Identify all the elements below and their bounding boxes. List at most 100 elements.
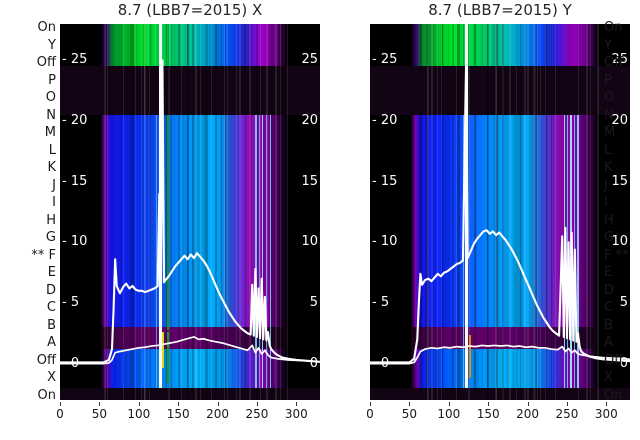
category-label-l-7: L — [48, 142, 56, 158]
category-label-i-10: I — [52, 195, 56, 211]
heatmap-column-stripe — [545, 24, 547, 400]
x-tick-mark — [566, 402, 568, 406]
y-tick-label: - 20 — [62, 113, 88, 129]
heatmap-column-stripe — [527, 24, 529, 400]
heatmap-column-stripe — [199, 24, 201, 400]
category-label-g-12: G — [45, 230, 56, 246]
trace-overlay — [370, 24, 630, 400]
trace-line — [370, 60, 630, 362]
category-label-g-12: G — [604, 230, 615, 246]
heatmap-column-stripe — [204, 24, 208, 400]
category-label-i-10: I — [604, 195, 608, 211]
heatmap-marker-streak — [469, 334, 472, 379]
heatmap-column-stripe — [540, 24, 541, 400]
x-tick-label: 0 — [56, 407, 64, 421]
heatmap-column-stripe — [544, 24, 547, 400]
y-tick-label-mirror: 5 — [309, 294, 318, 310]
y-tick-label-mirror: 0 — [619, 355, 628, 371]
category-label-m-6: M — [604, 125, 616, 141]
heatmap-column-stripe — [282, 24, 284, 400]
heatmap-column-stripe — [132, 24, 134, 400]
category-label-y-1: Y — [48, 37, 56, 53]
x-tick-label: 250 — [555, 407, 579, 421]
heatmap-column-stripe — [284, 24, 286, 400]
heatmap-column-stripe — [225, 24, 226, 400]
x-tick-mark — [488, 402, 490, 406]
heatmap-column-stripe — [586, 24, 589, 400]
panel-x[interactable]: 8.7 (LBB7=2015) X - 0- 5- 10- 15- 20- 25… — [60, 1, 320, 400]
category-label-m-6: M — [44, 125, 56, 141]
heatmap-column-stripe — [589, 24, 591, 400]
x-axis-panel-x: 0 50 100 150 200 250 300 — [56, 402, 320, 440]
heatmap-column-stripe — [148, 24, 151, 400]
heatmap-column-stripe — [192, 24, 194, 400]
heatmap-column-stripe — [502, 24, 505, 400]
category-label-off-2: Off — [604, 55, 624, 71]
category-label-p-3: P — [604, 72, 612, 88]
heatmap-column-stripe — [594, 24, 596, 400]
heatmap-column-stripe — [216, 24, 217, 400]
x-tick-mark — [409, 402, 411, 406]
heatmap-column-stripe — [486, 24, 489, 400]
panel-y-title: 8.7 (LBB7=2015) Y — [428, 1, 572, 19]
heatmap-band-purple-band — [100, 327, 287, 350]
x-tick-label: 150 — [166, 407, 190, 421]
heatmap-green-line — [167, 114, 169, 330]
heatmap-column-stripe — [430, 24, 433, 400]
heatmap-column-stripe — [249, 24, 251, 400]
heatmap-column-stripe — [271, 24, 273, 400]
heatmap-column-stripe — [256, 24, 258, 400]
y-tick-label: - 25 — [62, 52, 88, 68]
category-label-p-3: P — [48, 72, 56, 88]
y-tick-label: - 15 — [62, 173, 88, 189]
y-tick-label-mirror: 20 — [611, 113, 628, 129]
heatmap-column-stripe — [550, 24, 552, 400]
panel-x-plot-area[interactable]: - 0- 5- 10- 15- 20- 25 0 5 10 15 20 25 — [60, 24, 320, 400]
heatmap-bright-line — [258, 114, 260, 388]
heatmap-bright-line — [269, 114, 271, 388]
heatmap-column-stripe — [206, 24, 208, 400]
heatmap-column-stripe — [178, 24, 181, 400]
heatmap-bright-line — [255, 114, 257, 388]
heatmap-bright-line — [266, 114, 268, 388]
heatmap-band-purple-band — [410, 327, 597, 350]
heatmap-column-stripe — [281, 24, 283, 400]
heatmap-column-stripe — [214, 24, 217, 400]
y-tick-label-mirror: 25 — [611, 52, 628, 68]
x-tick-label: 250 — [245, 407, 269, 421]
heatmap-band-gap-dark-1 — [60, 66, 320, 115]
heatmap-column-stripe — [441, 24, 443, 400]
category-label-o-4: O — [45, 90, 56, 106]
category-label-n-5: N — [604, 107, 614, 123]
x-tick-mark — [138, 402, 140, 406]
heatmap-column-stripe — [220, 24, 222, 400]
heatmap-column-stripe — [426, 24, 429, 400]
y-tick-label-mirror: 5 — [619, 294, 628, 310]
heatmap-marker-streak — [167, 332, 169, 383]
heatmap-column-stripe — [144, 24, 146, 400]
heatmap-column-stripe — [467, 24, 470, 400]
x-tick-label: 300 — [594, 407, 618, 421]
heatmap-column-stripe — [534, 24, 536, 400]
category-label-x-20: X — [604, 370, 613, 386]
x-tick-label: 50 — [401, 407, 418, 421]
panel-y-plot-area[interactable]: - 0- 5- 10- 15- 20- 25 0 5 10 15 20 25 — [370, 24, 630, 400]
y-tick-label: - 20 — [372, 113, 398, 129]
y-tick-label-mirror: 10 — [301, 234, 318, 250]
category-label-e-14: E — [604, 265, 613, 281]
x-tick-mark — [606, 402, 608, 406]
category-label-on-0: On — [37, 20, 56, 35]
x-tick-label: 200 — [206, 407, 230, 421]
heatmap-column-stripe — [260, 24, 261, 400]
heatmap-column-stripe — [452, 24, 455, 400]
panel-y[interactable]: 8.7 (LBB7=2015) Y - 0- 5- 10- 15- 20- 25… — [370, 1, 630, 400]
y-tick-label-mirror: 0 — [309, 355, 318, 371]
trace-overlay — [60, 24, 320, 400]
heatmap-band-gap-dark-2 — [60, 387, 320, 400]
category-label-b-17: B — [604, 317, 613, 333]
category-label-a-18: A — [604, 335, 613, 351]
heatmap-column-stripe — [286, 24, 288, 400]
heatmap-marker-streak — [162, 332, 165, 369]
y-tick-label: - 15 — [372, 173, 398, 189]
